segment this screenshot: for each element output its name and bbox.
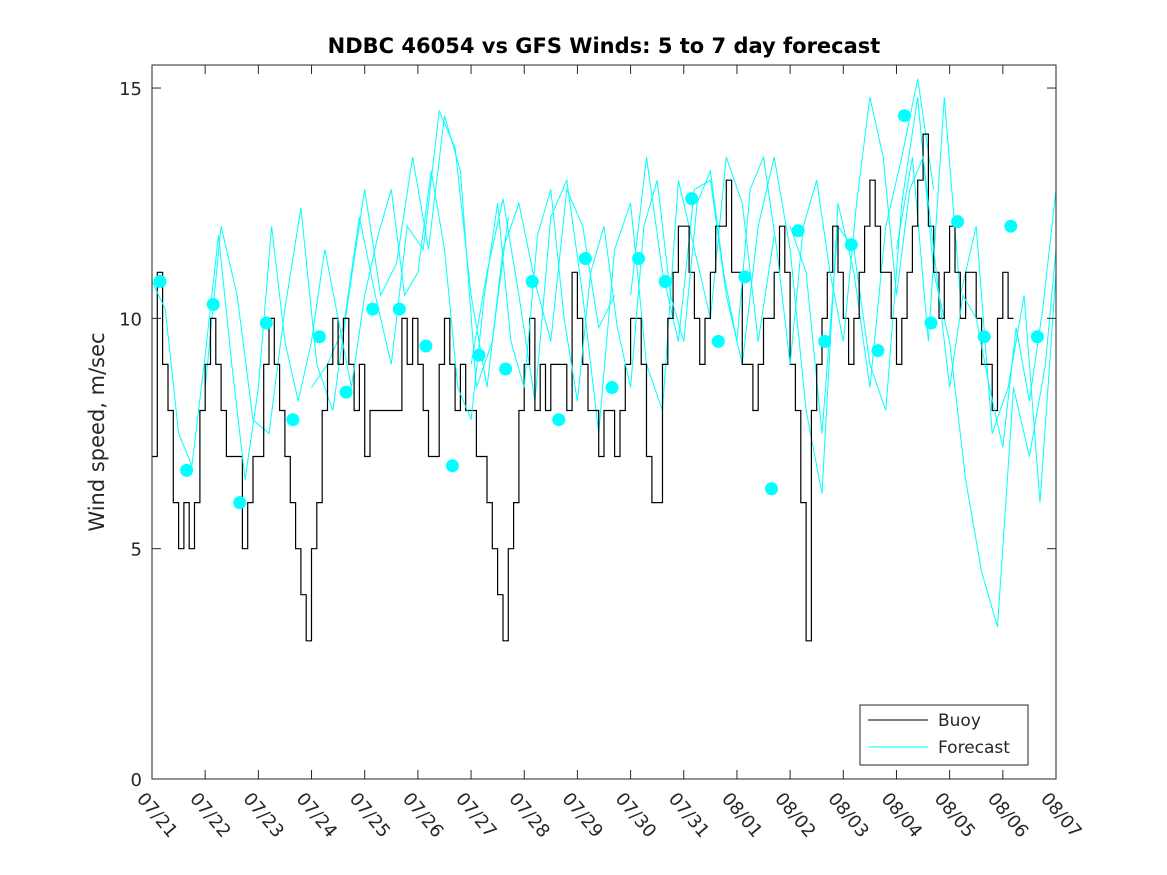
forecast-marker — [525, 275, 539, 288]
x-tick-label: 08/05 — [930, 789, 979, 842]
legend: Buoy Forecast — [859, 704, 1029, 766]
x-tick-label: 07/21 — [132, 789, 181, 842]
forecast-marker — [765, 482, 778, 496]
forecast-marker — [233, 496, 247, 510]
y-axis: 0 5 10 15 — [119, 79, 1056, 791]
forecast-marker — [552, 413, 566, 427]
forecast-marker — [818, 334, 832, 348]
forecast-marker — [632, 252, 646, 265]
forecast-marker — [605, 381, 619, 394]
forecast-trace-4 — [789, 97, 1057, 628]
y-tick-label: 0 — [131, 770, 142, 791]
forecast-marker — [685, 192, 699, 206]
x-tick-label: 08/06 — [983, 789, 1032, 842]
legend-forecast-label: Forecast — [938, 738, 1010, 758]
forecast-marker — [738, 270, 752, 284]
x-tick-label: 07/27 — [451, 789, 500, 842]
y-tick-label: 5 — [131, 540, 142, 561]
forecast-trace-1 — [311, 109, 616, 388]
forecast-marker — [153, 275, 167, 288]
forecast-marker — [977, 330, 991, 344]
x-tick-label: 08/04 — [877, 789, 926, 842]
x-tick-label: 07/24 — [292, 789, 341, 842]
series-forecast — [151, 97, 1057, 480]
x-tick-label: 07/28 — [504, 789, 553, 842]
chart-title: NDBC 46054 vs GFS Winds: 5 to 7 day fore… — [328, 34, 881, 58]
x-tick-label: 08/07 — [1036, 789, 1085, 842]
forecast-marker — [871, 344, 885, 358]
forecast-marker — [711, 334, 725, 348]
y-tick-label: 10 — [119, 309, 142, 330]
forecast-marker — [1030, 330, 1044, 344]
forecast-marker — [844, 238, 858, 252]
forecast-trace-5 — [896, 97, 1057, 503]
x-tick-label: 07/23 — [239, 789, 288, 842]
legend-buoy-label: Buoy — [938, 711, 981, 731]
forecast-marker — [578, 252, 592, 265]
x-tick-label: 07/31 — [664, 789, 713, 842]
series-buoy — [152, 133, 1014, 642]
forecast-marker — [791, 224, 805, 238]
x-tick-label: 07/30 — [611, 789, 660, 842]
forecast-marker — [206, 298, 220, 311]
forecast-trace-0 — [204, 115, 509, 435]
forecast-marker — [339, 385, 353, 399]
forecast-marker — [897, 109, 911, 123]
forecast-trace-2 — [470, 156, 775, 434]
x-tick-label: 07/26 — [398, 789, 447, 842]
forecast-marker — [313, 330, 326, 344]
forecast-marker — [658, 275, 672, 288]
legend-box — [859, 704, 1029, 766]
forecast-marker — [419, 339, 433, 353]
forecast-marker — [472, 348, 486, 362]
x-tick-label: 08/02 — [770, 789, 819, 842]
forecast-marker — [499, 362, 513, 376]
forecast-marker — [1004, 219, 1018, 233]
forecast-marker — [180, 463, 194, 477]
x-tick-label: 08/03 — [823, 789, 872, 842]
forecast-marker — [286, 413, 300, 427]
x-tick-label: 08/01 — [717, 789, 766, 842]
forecast-marker — [259, 316, 273, 330]
forecast-trace-3 — [630, 78, 935, 494]
forecast-markers — [153, 109, 1044, 510]
x-tick-label: 07/29 — [558, 789, 607, 842]
plot-frame — [151, 64, 1057, 780]
x-tick-label: 07/22 — [185, 789, 234, 842]
x-tick-label: 07/25 — [345, 789, 394, 842]
series-layer — [151, 78, 1057, 642]
forecast-marker — [392, 302, 406, 316]
y-axis-label: Wind speed, m/sec — [85, 332, 109, 531]
forecast-marker — [366, 302, 380, 316]
forecast-marker — [445, 459, 459, 473]
y-tick-label: 15 — [119, 79, 142, 100]
forecast-marker — [951, 215, 965, 229]
forecast-marker — [924, 316, 938, 330]
